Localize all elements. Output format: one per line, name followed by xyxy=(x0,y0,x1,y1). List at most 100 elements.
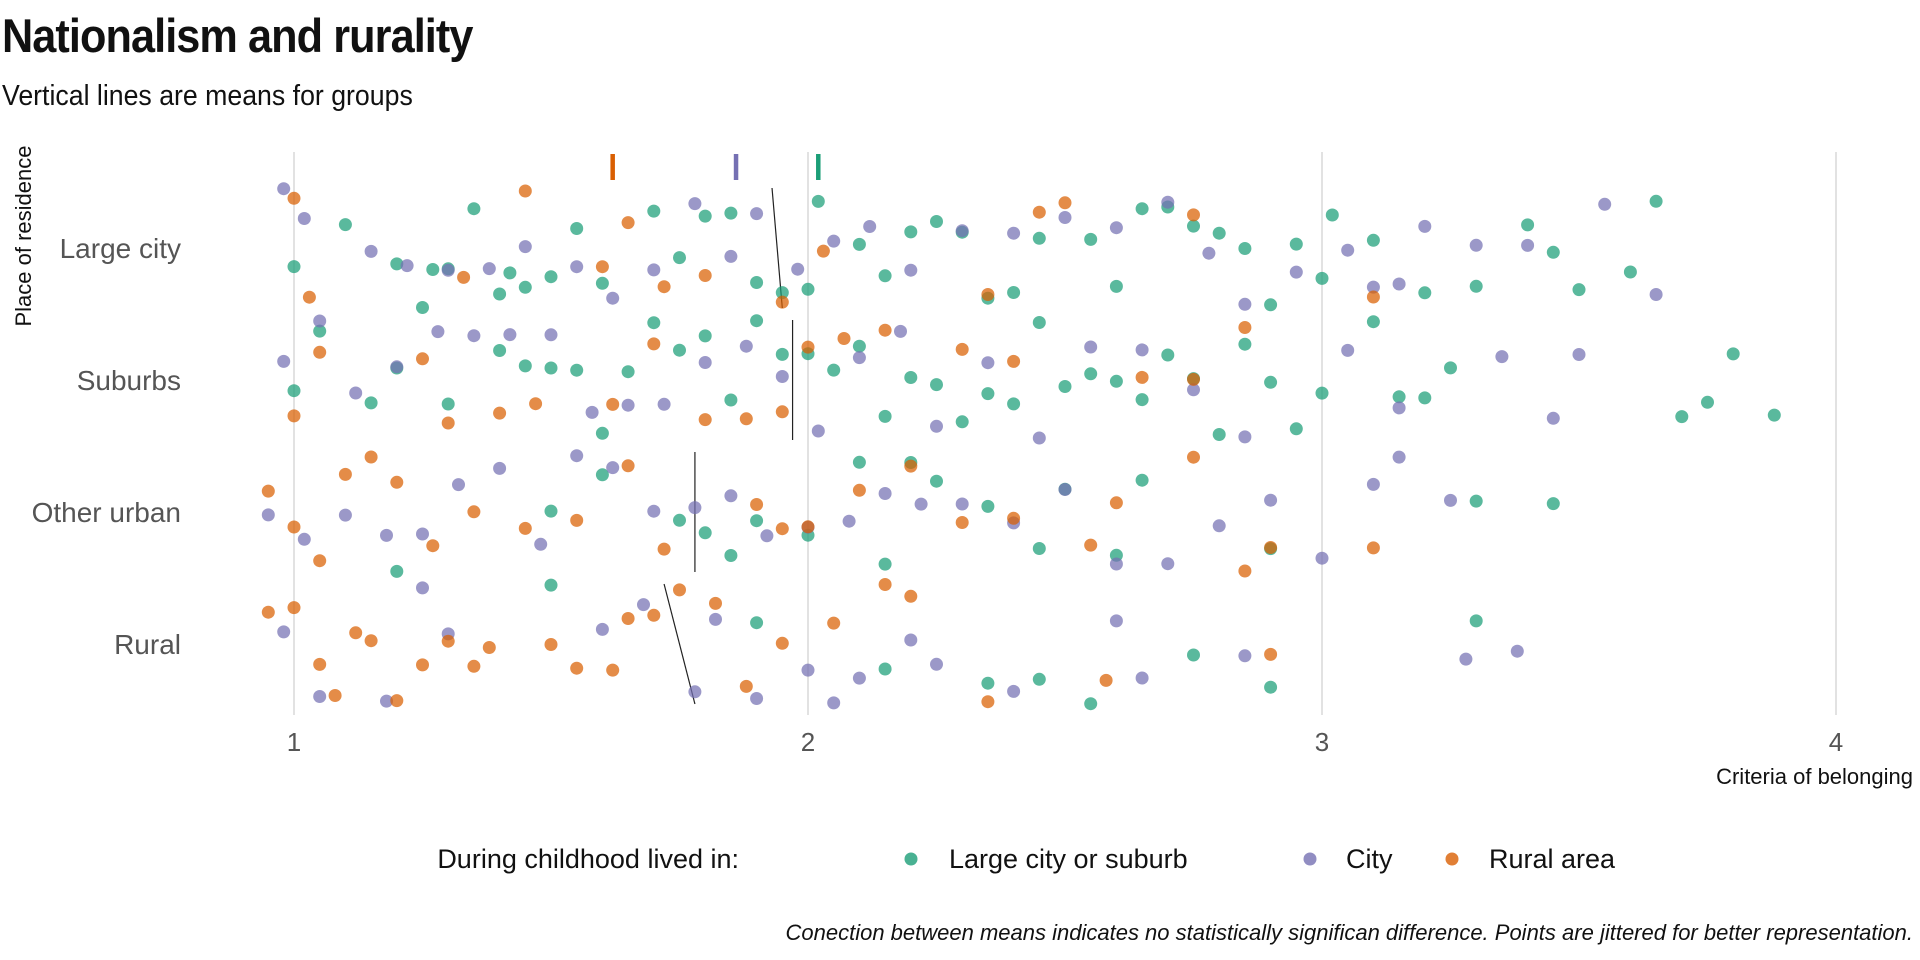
data-point xyxy=(1161,195,1175,209)
data-point xyxy=(328,689,342,702)
legend-label: Large city or suburb xyxy=(949,844,1188,874)
data-point xyxy=(426,263,440,276)
data-point xyxy=(1623,265,1637,279)
mean-connection-lines xyxy=(663,187,794,705)
data-point xyxy=(930,378,943,392)
data-point xyxy=(503,328,517,342)
data-point xyxy=(775,286,789,300)
data-point xyxy=(606,663,620,677)
data-point xyxy=(441,634,455,648)
data-point xyxy=(1510,644,1524,658)
data-point xyxy=(390,257,404,271)
x-tick-label: 2 xyxy=(801,727,815,757)
data-point xyxy=(904,225,918,239)
data-point xyxy=(688,197,702,211)
data-point xyxy=(1392,390,1406,404)
data-point xyxy=(416,581,429,595)
data-point xyxy=(416,301,429,314)
data-point xyxy=(750,692,764,705)
data-point xyxy=(930,215,943,228)
data-point xyxy=(287,520,301,534)
data-point xyxy=(1459,652,1473,666)
data-point xyxy=(1315,386,1329,400)
data-point xyxy=(570,222,584,235)
data-point xyxy=(955,415,969,429)
data-point xyxy=(493,461,507,475)
data-point xyxy=(261,605,275,619)
data-point xyxy=(1135,473,1149,487)
data-point xyxy=(1238,564,1252,578)
data-point xyxy=(1726,347,1740,361)
data-point xyxy=(287,601,301,615)
data-point xyxy=(1264,541,1278,554)
data-point xyxy=(981,695,995,709)
data-point xyxy=(1084,538,1098,552)
data-point xyxy=(698,526,712,540)
data-point xyxy=(467,659,481,673)
data-point xyxy=(416,658,429,672)
data-point xyxy=(1032,431,1046,445)
data-point xyxy=(688,501,702,515)
data-point xyxy=(544,578,558,592)
data-point xyxy=(544,361,558,375)
data-point xyxy=(1546,497,1560,511)
mean-markers xyxy=(610,154,821,180)
data-point xyxy=(657,542,671,556)
data-point xyxy=(380,694,393,708)
data-point xyxy=(287,191,301,205)
data-point xyxy=(570,260,584,274)
data-point xyxy=(1392,277,1406,291)
data-point xyxy=(1202,246,1216,260)
data-point xyxy=(698,356,712,369)
data-point xyxy=(647,337,661,351)
data-point xyxy=(852,455,866,469)
y-axis-title: Place of residence xyxy=(11,146,36,327)
data-point xyxy=(277,182,291,196)
data-point xyxy=(827,363,841,377)
data-point xyxy=(775,370,789,383)
data-point xyxy=(595,468,609,482)
data-point xyxy=(904,263,918,277)
x-tick-label: 3 xyxy=(1315,727,1329,757)
data-point xyxy=(1032,205,1046,219)
chart-title: Nationalism and rurality xyxy=(2,9,473,62)
data-point xyxy=(1366,315,1380,329)
data-point xyxy=(544,328,558,342)
data-point xyxy=(1366,233,1380,247)
data-point xyxy=(313,345,327,359)
data-point xyxy=(647,204,661,218)
data-point xyxy=(534,537,548,551)
legend-swatch xyxy=(1445,852,1459,866)
data-point xyxy=(390,564,404,578)
data-point xyxy=(842,514,856,528)
data-point xyxy=(493,344,507,357)
data-point xyxy=(1109,557,1123,571)
data-point xyxy=(585,405,599,419)
data-point xyxy=(1007,354,1021,368)
data-point xyxy=(904,633,918,647)
data-point xyxy=(863,220,877,233)
data-point xyxy=(637,598,650,612)
x-axis-title: Criteria of belonging xyxy=(1716,764,1913,789)
data-point xyxy=(595,276,609,290)
data-point xyxy=(1187,383,1200,397)
data-point xyxy=(595,426,609,440)
data-point xyxy=(570,449,584,463)
data-point xyxy=(1212,428,1226,441)
data-point xyxy=(1135,370,1149,384)
data-point xyxy=(878,662,892,676)
data-point xyxy=(606,461,620,475)
data-point xyxy=(1238,430,1252,444)
data-point xyxy=(518,359,532,373)
data-point xyxy=(698,209,712,223)
data-point xyxy=(673,251,686,265)
chart-subtitle: Vertical lines are means for groups xyxy=(2,80,413,112)
data-point xyxy=(1212,226,1226,240)
data-point xyxy=(1109,496,1123,510)
data-point xyxy=(595,622,609,636)
y-tick-label: Suburbs xyxy=(77,365,181,396)
data-point xyxy=(1058,380,1072,393)
x-tick-label: 1 xyxy=(287,727,301,757)
data-point xyxy=(467,202,481,216)
mean-connection-line xyxy=(663,583,696,705)
